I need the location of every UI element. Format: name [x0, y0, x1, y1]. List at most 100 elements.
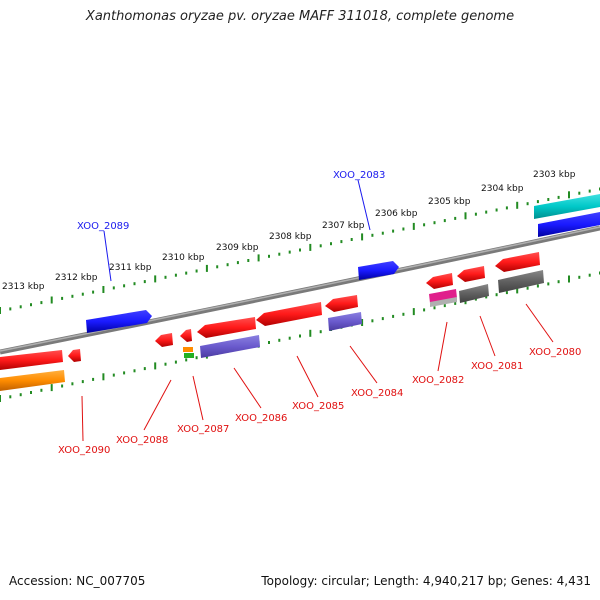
scale-minor-tick — [112, 373, 115, 377]
scale-minor-tick — [433, 221, 436, 225]
scale-minor-tick — [557, 195, 560, 199]
scale-minor-tick — [226, 263, 229, 267]
gene-label-xoo-2080[interactable]: XOO_2080 — [529, 347, 581, 358]
scale-minor-tick — [40, 301, 43, 305]
scale-minor-tick — [392, 314, 395, 318]
gene-small-red[interactable] — [68, 349, 81, 362]
gene-xoo-2088[interactable] — [155, 333, 173, 347]
scale-minor-tick — [474, 212, 477, 216]
gene-xoo-2082-cog[interactable] — [429, 289, 457, 303]
kbp-label: 2305 kbp — [428, 197, 471, 207]
scale-minor-tick — [299, 248, 301, 252]
scale-minor-tick — [402, 312, 405, 316]
scale-minor-tick — [9, 395, 12, 399]
kbp-label: 2306 kbp — [375, 209, 418, 219]
gene-label-xoo-2087[interactable]: XOO_2087 — [177, 424, 229, 435]
scale-minor-tick — [578, 275, 581, 279]
scale-major-tick — [309, 243, 312, 251]
gene-blue-right[interactable] — [538, 212, 600, 237]
scale-minor-tick — [485, 210, 488, 214]
gene-xoo-2086[interactable] — [197, 317, 256, 338]
scale-minor-tick — [526, 286, 529, 290]
scale-minor-tick — [392, 229, 395, 233]
kbp-label: 2310 kbp — [162, 253, 205, 263]
gene-xoo-2084-cog[interactable] — [328, 312, 362, 331]
gene-orange[interactable] — [0, 370, 65, 391]
scale-minor-tick — [71, 382, 74, 386]
leader-xoo-2090 — [81, 395, 84, 442]
scale-minor-tick — [143, 280, 146, 284]
leader-xoo-2080 — [525, 303, 554, 343]
gene-xoo-2083[interactable] — [358, 261, 399, 280]
scale-minor-tick — [185, 271, 188, 275]
gene-xoo-2081-cog[interactable] — [459, 284, 489, 303]
scale-minor-tick — [495, 208, 498, 212]
gene-xoo-2082[interactable] — [426, 273, 453, 289]
scale-major-tick — [516, 201, 519, 209]
gene-xoo-2082-cog-gray[interactable] — [430, 297, 457, 307]
gene-xoo-2080[interactable] — [495, 252, 540, 272]
scale-major-tick — [412, 222, 415, 230]
scale-minor-tick — [454, 216, 457, 220]
kbp-label: 2308 kbp — [269, 232, 312, 242]
scale-minor-tick — [71, 294, 74, 298]
gene-xoo-2086-cog[interactable] — [200, 335, 260, 358]
scale-minor-tick — [536, 284, 539, 288]
gene-label-xoo-2084[interactable]: XOO_2084 — [351, 388, 403, 399]
scale-minor-tick — [288, 336, 291, 340]
scale-minor-tick — [423, 308, 426, 312]
gene-label-xoo-2083[interactable]: XOO_2083 — [333, 170, 385, 181]
scale-major-tick — [154, 275, 157, 283]
gene-label-xoo-2082[interactable]: XOO_2082 — [412, 375, 464, 386]
scale-major-tick — [361, 233, 364, 241]
leader-xoo-2089 — [103, 230, 112, 282]
gene-label-xoo-2089[interactable]: XOO_2089 — [77, 221, 129, 232]
gene-label-xoo-2085[interactable]: XOO_2085 — [292, 401, 344, 412]
scale-minor-tick — [547, 282, 550, 286]
scale-minor-tick — [350, 238, 353, 241]
scale-minor-tick — [557, 280, 560, 284]
gene-xoo-2087[interactable] — [180, 329, 192, 342]
scale-minor-tick — [443, 219, 446, 223]
scale-minor-tick — [40, 388, 43, 392]
scale-minor-tick — [547, 198, 550, 201]
scale-minor-tick — [92, 377, 95, 381]
scale-minor-tick — [588, 189, 591, 193]
scale-minor-tick — [19, 393, 22, 397]
genome-backbone-highlight — [0, 226, 600, 352]
gene-xoo-2087-cog-orange[interactable] — [183, 347, 193, 352]
scale-minor-tick — [505, 291, 508, 295]
gene-label-xoo-2088[interactable]: XOO_2088 — [116, 435, 168, 446]
scale-minor-tick — [454, 301, 457, 305]
scale-major-tick — [568, 191, 570, 199]
gene-label-xoo-2081[interactable]: XOO_2081 — [471, 361, 523, 372]
scale-minor-tick — [505, 206, 508, 210]
scale-major-tick — [0, 395, 1, 402]
leader-xoo-2083 — [357, 179, 371, 231]
gene-xoo-2080-cog[interactable] — [498, 270, 544, 293]
scale-minor-tick — [402, 227, 405, 231]
kbp-label: 2304 kbp — [481, 184, 524, 194]
gene-xoo-2085[interactable] — [256, 302, 322, 326]
gene-label-xoo-2086[interactable]: XOO_2086 — [235, 413, 287, 424]
scale-minor-tick — [143, 367, 146, 371]
kbp-label: 2307 kbp — [322, 221, 365, 231]
scale-minor-tick — [247, 259, 250, 262]
scale-minor-tick — [112, 286, 115, 290]
scale-minor-tick — [133, 282, 136, 286]
scale-minor-tick — [61, 296, 64, 300]
gene-xoo-2090[interactable] — [0, 350, 63, 370]
gene-xoo-2084[interactable] — [325, 295, 358, 312]
leader-xoo-2086 — [233, 367, 262, 409]
gene-xoo-2081[interactable] — [457, 266, 485, 282]
gene-cyan[interactable] — [534, 194, 600, 219]
genome-title: Xanthomonas oryzae pv. oryzae MAFF 31101… — [85, 9, 515, 24]
gene-xoo-2089[interactable] — [86, 310, 152, 333]
scale-minor-tick — [185, 358, 188, 362]
gene-label-xoo-2090[interactable]: XOO_2090 — [58, 445, 110, 456]
scale-minor-tick — [19, 305, 22, 309]
gene-xoo-2087-cog-green[interactable] — [184, 353, 194, 358]
scale-minor-tick — [423, 223, 426, 227]
scale-minor-tick — [371, 233, 374, 237]
scale-minor-tick — [536, 200, 539, 204]
